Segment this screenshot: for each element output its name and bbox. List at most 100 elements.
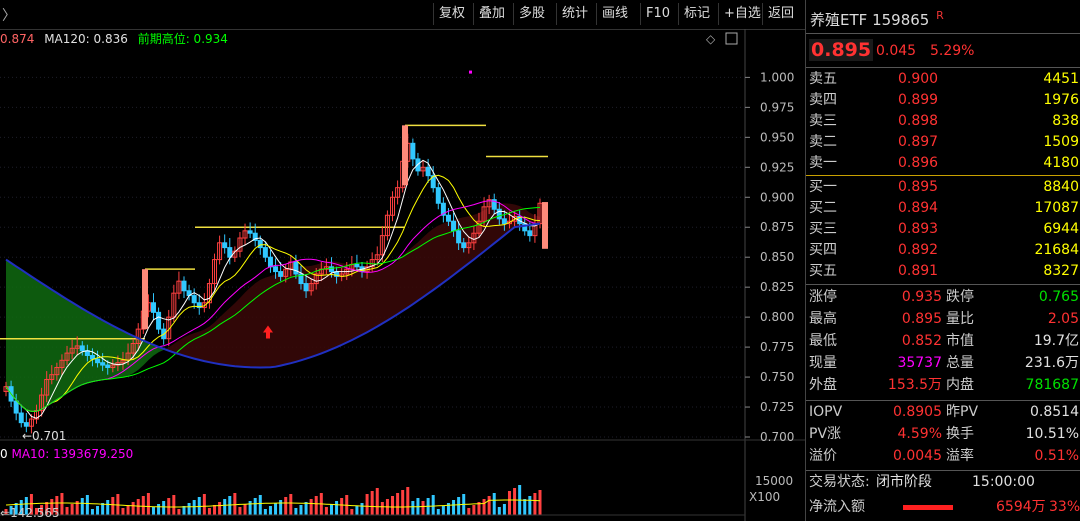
button-multi-stock[interactable]: 多股 (513, 3, 550, 25)
candle-body (105, 364, 111, 368)
candle-body (298, 273, 304, 285)
stat-value: 4.59% (897, 426, 942, 442)
candle-body (23, 422, 29, 427)
volume-bar (375, 488, 379, 515)
volume-bar (309, 499, 313, 515)
ask-row[interactable]: 卖五 0.900 4451 (806, 69, 1080, 90)
button-back[interactable]: 返回 (762, 3, 799, 25)
volume-bar (19, 500, 23, 515)
candle-body (466, 242, 472, 249)
volume-bar (106, 500, 110, 515)
y-tick-label: 0.925 (760, 160, 794, 174)
ask-row[interactable]: 卖三 0.898 838 (806, 111, 1080, 132)
y-tick-label: 0.975 (760, 100, 794, 114)
button-add-watchlist[interactable]: +自选 (718, 3, 766, 25)
stat-value: 0.765 (1038, 289, 1079, 305)
button-overlay[interactable]: 叠加 (473, 3, 510, 25)
stat-value: 0.895 (901, 311, 942, 327)
low-annotation: ←0.701 (22, 429, 66, 443)
volume-bar (45, 502, 49, 515)
stat-value: 35737 (897, 355, 942, 371)
legend-ma120: MA120: 0.836 (44, 32, 128, 46)
volume-bar (299, 505, 303, 515)
button-f10[interactable]: F10 (640, 3, 675, 25)
cloud-bearish-area (163, 203, 540, 368)
divider (806, 67, 1080, 68)
volume-bar (192, 500, 196, 515)
button-fuquan[interactable]: 复权 (433, 3, 470, 25)
candle-body (283, 268, 289, 277)
volume-bar (162, 501, 166, 515)
bid-price: 0.895 (898, 179, 939, 195)
bottom-value-text: 142.565 (10, 506, 60, 520)
candle-body (130, 343, 136, 354)
ma-legend: 0.874 MA120: 0.836 前期高位: 0.934 (0, 30, 234, 48)
stat-label: 溢率 (946, 448, 974, 464)
volume-bar (197, 497, 201, 515)
bid-row[interactable]: 买三 0.893 6944 (806, 219, 1080, 240)
volume-bar (294, 508, 298, 515)
volume-bar (497, 507, 501, 515)
chart-toolbar: 〉 复权 叠加 多股 统计 画线 F10 标记 +自选 返回 (0, 0, 805, 30)
stat-value: 0.0045 (893, 448, 942, 464)
y-tick-label: 1.000 (760, 70, 794, 84)
volume-bar (121, 508, 125, 515)
candle-body (74, 345, 80, 349)
ask-price: 0.900 (898, 71, 939, 87)
volume-bar (233, 493, 237, 515)
volume-bar (396, 493, 400, 515)
candle-body (328, 266, 334, 273)
ask-row[interactable]: 卖二 0.897 1509 (806, 132, 1080, 153)
button-statistics[interactable]: 统计 (556, 3, 593, 25)
bid-label: 买二 (809, 200, 837, 216)
candle-body (252, 232, 258, 241)
candle-body (262, 247, 268, 258)
y-tick-label: 0.825 (760, 280, 794, 294)
volume-bar (9, 506, 13, 515)
ask-row[interactable]: 卖一 0.896 4180 (806, 153, 1080, 174)
stat-value: 0.852 (901, 333, 942, 349)
stat-row: 最高 0.895 量比 2.05 (806, 309, 1080, 330)
volume-bar (507, 491, 511, 515)
bid-row[interactable]: 买一 0.895 8840 (806, 177, 1080, 198)
collapse-arrow-icon[interactable]: 〉 (2, 8, 16, 24)
stat-label: 内盘 (946, 377, 974, 393)
stat-row: IOPV 0.8905 昨PV 0.8514 (806, 402, 1080, 423)
candle-body (242, 230, 248, 239)
volume-bar (243, 504, 247, 515)
ask-volume: 4451 (1043, 71, 1079, 87)
candle-body (212, 259, 218, 285)
candle-body (313, 273, 319, 285)
bid-volume: 8840 (1043, 179, 1079, 195)
legend-previous-high: 前期高位: 0.934 (137, 32, 228, 46)
volume-bar (75, 501, 79, 515)
ask-row[interactable]: 卖四 0.899 1976 (806, 90, 1080, 111)
volume-bar (207, 508, 211, 515)
bid-price: 0.894 (898, 200, 939, 216)
stat-value: 781687 (1025, 377, 1079, 393)
button-mark[interactable]: 标记 (678, 3, 715, 25)
y-tick-label: 0.875 (760, 220, 794, 234)
legend-ma-value: 0.874 (0, 32, 35, 46)
quote-panel: 养殖ETF 159865 R 0.895 0.045 5.29% 卖五 0.900… (805, 0, 1080, 521)
candle-body (476, 220, 482, 234)
volume-bar (335, 501, 339, 515)
candle-body (425, 166, 431, 177)
candle-body (120, 359, 126, 364)
divider (806, 33, 1080, 34)
button-draw-line[interactable]: 画线 (596, 3, 633, 25)
volume-bar (65, 507, 69, 515)
bid-row[interactable]: 买二 0.894 17087 (806, 198, 1080, 219)
candle-body (237, 237, 243, 252)
volume-bar (487, 496, 491, 515)
current-price: 0.895 (809, 39, 874, 61)
ask-volume: 1509 (1043, 134, 1079, 150)
bid-row[interactable]: 买四 0.892 21684 (806, 240, 1080, 261)
kline-chart[interactable]: 1.000 0.975 0.950 0.925 0.900 0.875 0.850 0.825… (0, 29, 805, 521)
bid-row[interactable]: 买五 0.891 8327 (806, 261, 1080, 282)
stat-row: 涨停 0.935 跌停 0.765 (806, 287, 1080, 308)
ask-label: 卖一 (809, 155, 837, 171)
candle-body (410, 142, 416, 160)
candle-body (28, 418, 34, 427)
volume-bar (279, 500, 283, 515)
